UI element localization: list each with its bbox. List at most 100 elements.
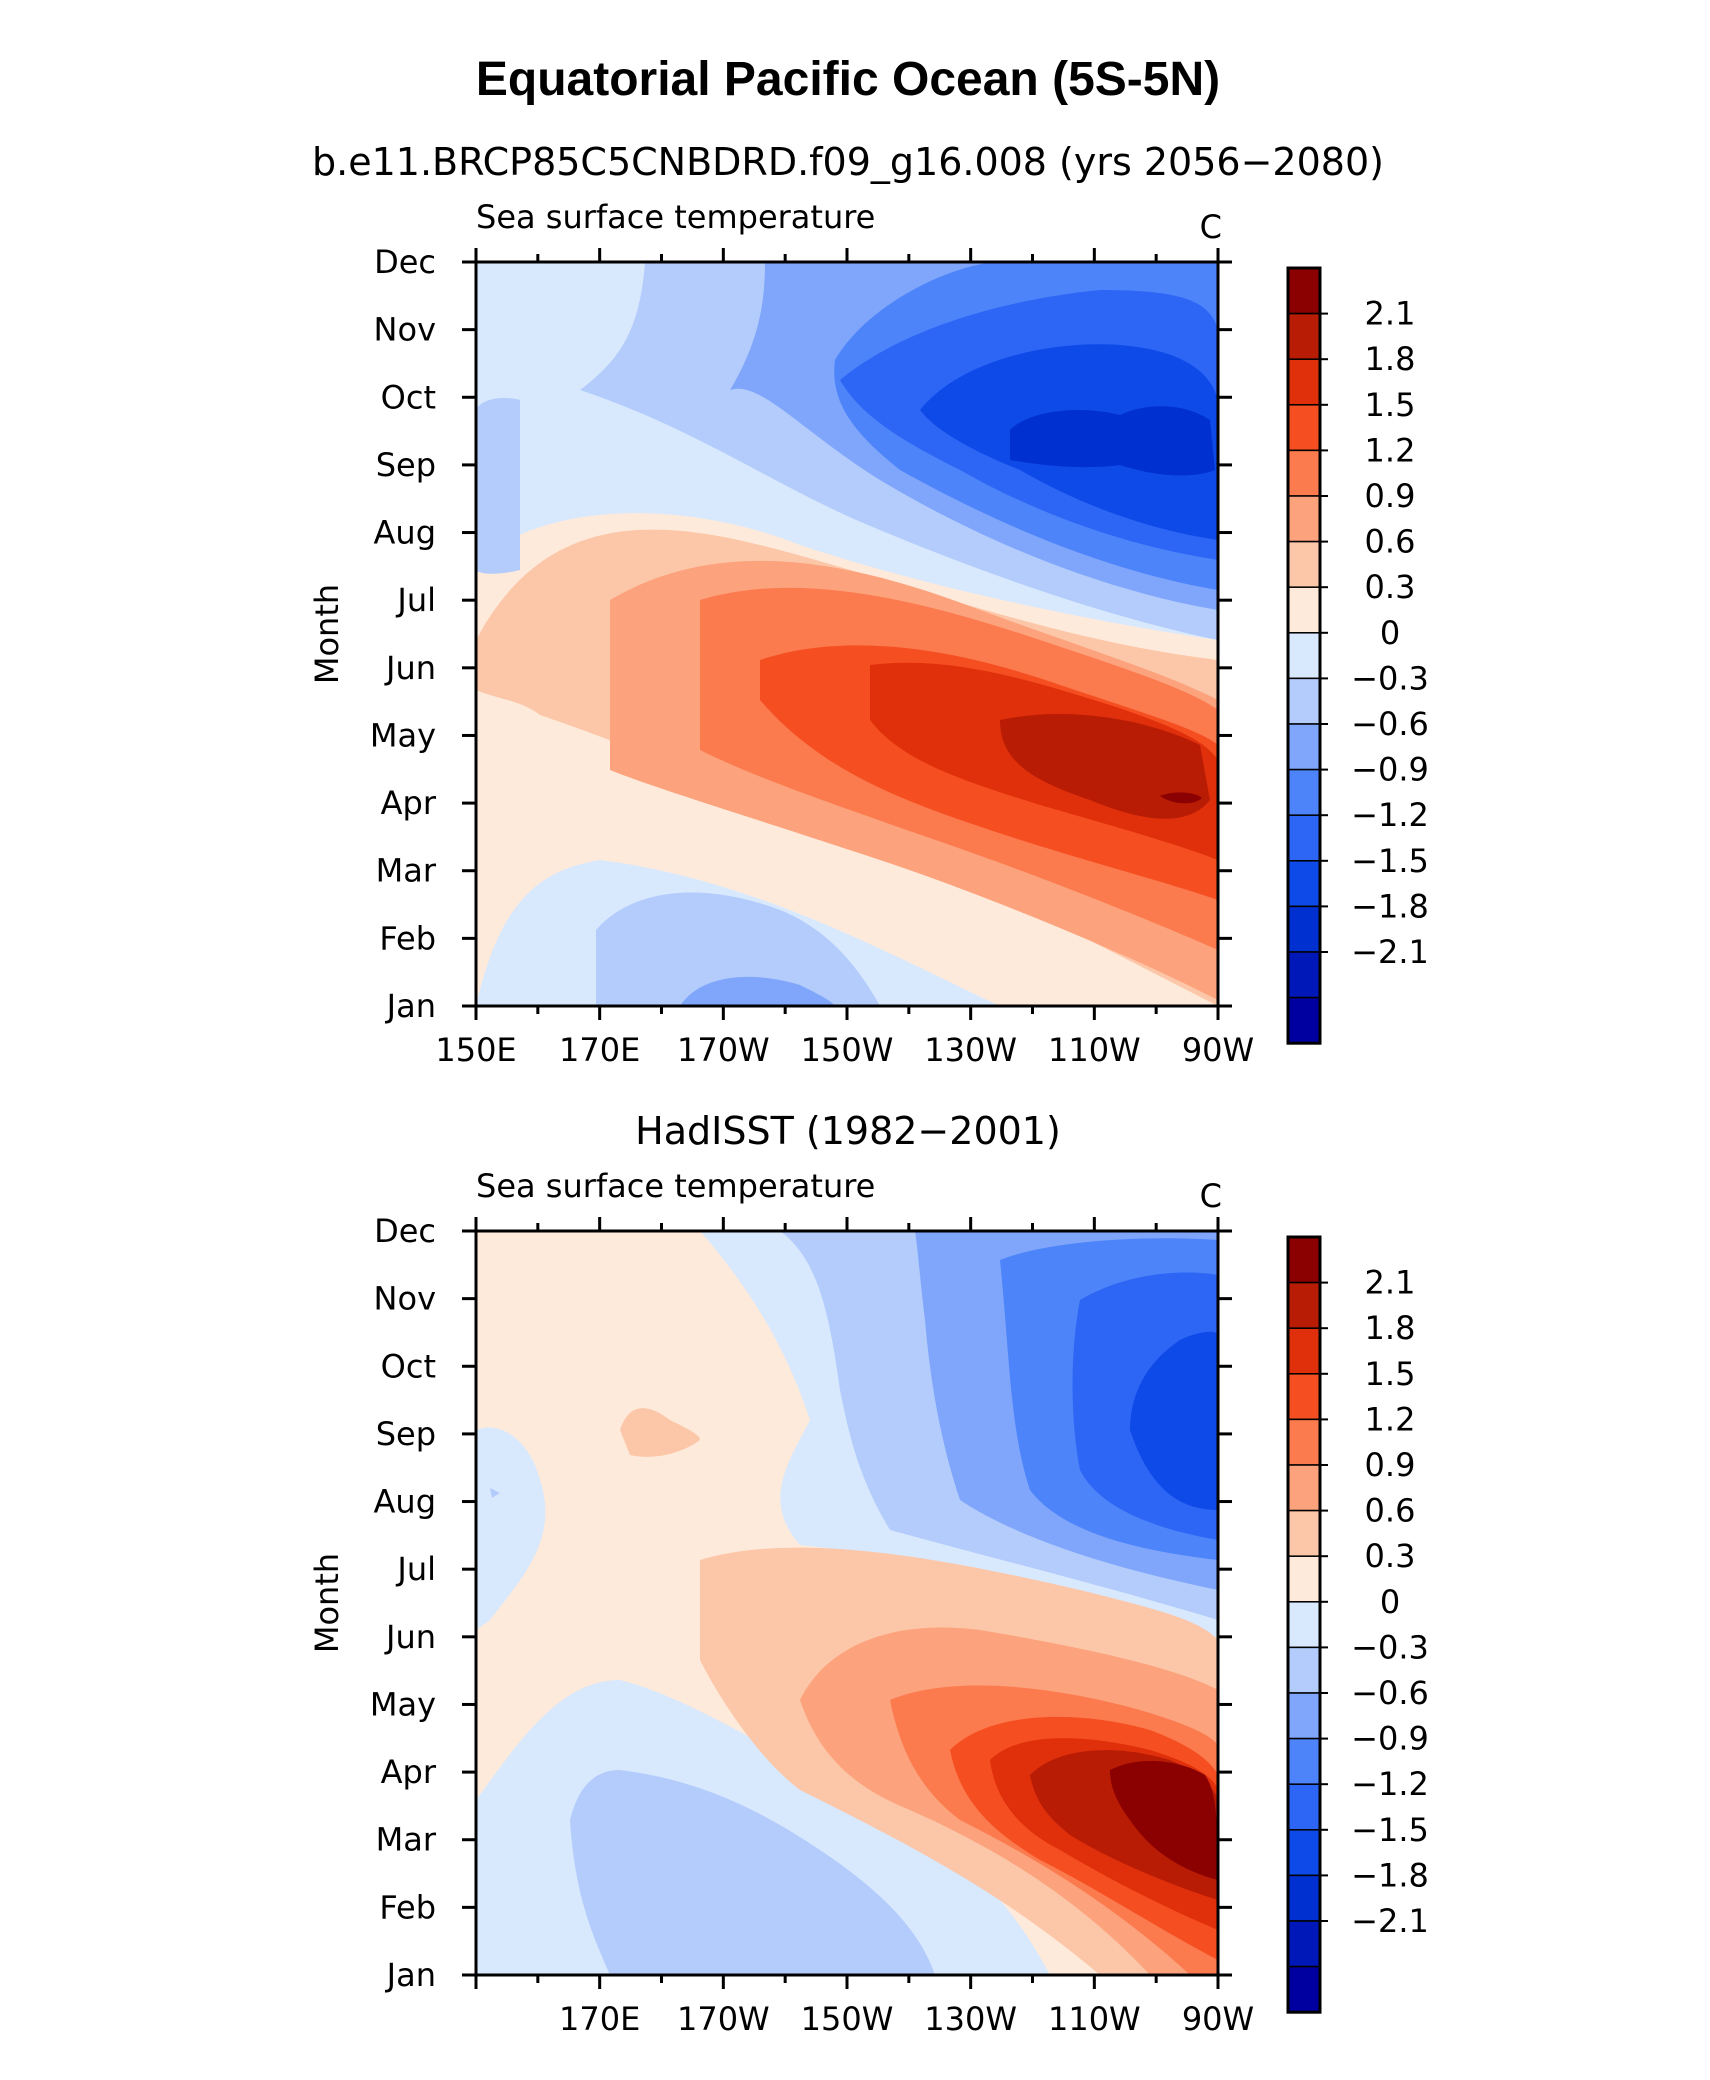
colorbar-label: −1.2 <box>1351 1765 1429 1803</box>
colorbar-box <box>1287 540 1321 588</box>
colorbar-label: −1.8 <box>1351 887 1429 925</box>
colorbar-box <box>1287 768 1321 816</box>
colorbar-box <box>1287 495 1321 543</box>
y-tick-label: May <box>370 716 436 754</box>
contour-band <box>476 1427 546 1630</box>
contour-band <box>1130 1331 1218 1510</box>
y-tick-label: Jan <box>385 1956 436 1994</box>
y-tick-label: Nov <box>374 1280 436 1318</box>
y-tick-label: May <box>370 1685 436 1723</box>
y-tick-label: Apr <box>381 784 437 822</box>
y-tick-label: Oct <box>381 378 436 416</box>
colorbar-box <box>1287 267 1321 315</box>
colorbar-box <box>1287 1874 1321 1922</box>
colorbar-label: 1.8 <box>1365 1309 1416 1347</box>
x-tick-label: 110W <box>1048 1031 1141 1069</box>
panel-top-ylabel: Month <box>308 584 346 684</box>
x-tick-label: 130W <box>924 2000 1017 2038</box>
colorbar-label: −2.1 <box>1351 1902 1429 1940</box>
y-tick-label: Aug <box>374 514 436 552</box>
colorbar-label: 0 <box>1380 1583 1400 1621</box>
y-tick-label: Aug <box>374 1483 436 1521</box>
y-tick-label: Dec <box>374 1212 436 1250</box>
contour-band <box>490 1488 500 1498</box>
colorbar-box <box>1287 1920 1321 1968</box>
colorbar-box <box>1287 1555 1321 1603</box>
x-tick-label: 90W <box>1182 1031 1254 1069</box>
panel-bottom-x-axis: 170E 170W 150W 130W 110W 90W <box>474 1217 1254 2038</box>
x-tick-label: 170E <box>559 1031 640 1069</box>
y-tick-label: Apr <box>381 1753 437 1791</box>
colorbar-label: −1.8 <box>1351 1856 1429 1894</box>
colorbar-label: −0.3 <box>1351 1628 1429 1666</box>
colorbar-box <box>1287 404 1321 452</box>
colorbar-frame <box>1286 266 1322 1045</box>
x-tick-label: 150W <box>801 1031 894 1069</box>
colorbar-box <box>1287 860 1321 908</box>
contour-band <box>1010 406 1215 476</box>
y-tick-label: Nov <box>374 311 436 349</box>
colorbar-box <box>1287 312 1321 360</box>
colorbar-box <box>1287 951 1321 999</box>
x-tick-label: 170E <box>559 2000 640 2038</box>
colorbar-box <box>1287 1692 1321 1740</box>
x-tick-label: 170W <box>677 2000 770 2038</box>
colorbar-label: 0.6 <box>1365 523 1416 561</box>
panel-bottom: HadISST (1982−2001) Sea surface temperat… <box>308 1109 1429 2038</box>
panel-bottom-colorbar: 2.1 1.8 1.5 1.2 0.9 0.6 0.3 0 −0.3 −0.6 −0.9 −1.2 −1… <box>1286 1235 1429 2014</box>
colorbar-label: 0.9 <box>1365 477 1416 515</box>
contour-band <box>620 1408 700 1457</box>
y-tick-label: Feb <box>379 1888 436 1926</box>
x-tick-label: 150E <box>435 1031 516 1069</box>
colorbar-box <box>1287 1829 1321 1877</box>
colorbar-box <box>1287 1737 1321 1785</box>
y-tick-label: Mar <box>376 1821 437 1859</box>
colorbar-label: 0 <box>1380 614 1400 652</box>
colorbar-label: −0.6 <box>1351 1674 1429 1712</box>
panel-bottom-ylabel: Month <box>308 1553 346 1653</box>
colorbar-box <box>1287 1281 1321 1329</box>
colorbar-box <box>1287 586 1321 634</box>
colorbar-label: 2.1 <box>1365 1264 1416 1302</box>
figure-title: Equatorial Pacific Ocean (5S-5N) <box>476 53 1220 106</box>
colorbar-label: 0.6 <box>1365 1492 1416 1530</box>
panel-top-x-axis: 150E 170E 170W 150W 130W 110W 90W <box>435 248 1254 1069</box>
x-tick-label: 170W <box>677 1031 770 1069</box>
colorbar-box <box>1287 1236 1321 1284</box>
colorbar-label: 0.3 <box>1365 1537 1416 1575</box>
colorbar-box <box>1287 814 1321 862</box>
colorbar-label: −1.2 <box>1351 796 1429 834</box>
colorbar-box <box>1287 1601 1321 1649</box>
colorbar-label: 1.5 <box>1365 386 1416 424</box>
contour-band <box>570 1770 935 1975</box>
colorbar-box <box>1287 358 1321 406</box>
colorbar-box <box>1287 1965 1321 2013</box>
contour-band <box>1110 1760 1218 1880</box>
y-tick-label: Sep <box>376 446 436 484</box>
y-tick-label: Sep <box>376 1415 436 1453</box>
x-tick-label: 90W <box>1182 2000 1254 2038</box>
panel-bottom-units: C <box>1200 1177 1222 1215</box>
colorbar-box <box>1287 1327 1321 1375</box>
colorbar-label: −0.6 <box>1351 705 1429 743</box>
panel-bottom-y-axis: Jan Feb Mar Apr May Jun Jul Aug Sep Oct Nov Dec <box>370 1212 1232 1994</box>
y-tick-label: Dec <box>374 243 436 281</box>
contour-band <box>476 398 520 574</box>
colorbar-box <box>1287 1373 1321 1421</box>
colorbar-label: 0.3 <box>1365 568 1416 606</box>
colorbar-box <box>1287 1646 1321 1694</box>
x-tick-label: 150W <box>801 2000 894 2038</box>
contour-band <box>1000 714 1210 819</box>
panel-top-units: C <box>1200 208 1222 246</box>
y-tick-label: Jul <box>395 581 436 619</box>
contour-band <box>596 892 880 1006</box>
contour-band <box>680 976 835 1006</box>
colorbar-box <box>1287 449 1321 497</box>
colorbar-box <box>1287 1464 1321 1512</box>
colorbar-label: −1.5 <box>1351 842 1429 880</box>
colorbar-label: 1.5 <box>1365 1355 1416 1393</box>
x-tick-label: 110W <box>1048 2000 1141 2038</box>
x-tick-label: 130W <box>924 1031 1017 1069</box>
y-tick-label: Mar <box>376 852 437 890</box>
